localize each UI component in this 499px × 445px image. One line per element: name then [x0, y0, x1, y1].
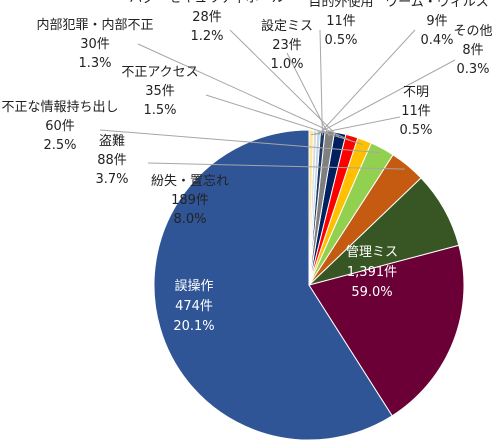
slice-label: 不明 11件 0.5% [399, 85, 432, 138]
slice-name: 不明 [403, 85, 429, 100]
slice-name: 盗難 [99, 133, 125, 149]
slice-count: 88件 [97, 153, 127, 168]
slice-label: 設定ミス 23件 1.0% [261, 18, 313, 72]
slice-count: 9件 [426, 14, 447, 29]
slice-name: 誤操作 [174, 278, 213, 294]
slice-count: 189件 [171, 193, 209, 208]
slice-label: バグ・セキュリティホール 28件 1.2% [129, 0, 284, 44]
leader-lines [99, 29, 456, 170]
slice-name: 設定ミス [261, 18, 313, 34]
slice-labels: 管理ミス 1,391件 59.0% 誤操作 474件 20.1% 紛失・置忘れ 189件 8.0… [1, 0, 492, 334]
slice-percent: 0.5% [324, 33, 357, 48]
leader-line [147, 162, 405, 170]
pie-slice [308, 244, 465, 417]
slice-label: 目的外使用 11件 0.5% [308, 0, 373, 48]
slice-name: 不正な情報持ち出し [1, 100, 118, 115]
leader-line [137, 43, 351, 141]
slice-percent: 1.0% [270, 57, 303, 72]
slice-count: 30件 [80, 37, 110, 52]
slice-count: 474件 [175, 299, 213, 314]
slice-count: 60件 [45, 119, 75, 134]
slice-percent: 0.4% [420, 33, 453, 48]
slice-percent: 1.5% [143, 103, 176, 118]
slice-percent: 1.3% [78, 56, 111, 71]
slice-name: 管理ミス [346, 245, 398, 260]
slice-percent: 59.0% [351, 285, 392, 300]
slice-count: 1,391件 [347, 265, 397, 280]
slice-count: 28件 [192, 10, 222, 25]
slice-label: ワーム・ウィルス 9件 0.4% [385, 0, 489, 48]
slice-name: 内部犯罪・内部不正 [36, 17, 153, 33]
leader-line [314, 59, 456, 136]
slice-name: ワーム・ウィルス [385, 0, 489, 10]
slice-count: 8件 [462, 43, 483, 58]
leader-line [99, 129, 381, 154]
slice-count: 23件 [272, 38, 302, 53]
leader-line [318, 29, 416, 136]
slice-percent: 1.2% [190, 29, 223, 44]
slice-name: 紛失・置忘れ [151, 174, 229, 189]
slice-count: 11件 [326, 14, 356, 29]
slice-name: 目的外使用 [308, 0, 373, 10]
slice-name: その他 [453, 24, 492, 39]
slice-label: 不正アクセス 35件 1.5% [121, 65, 198, 118]
slice-count: 35件 [145, 84, 175, 99]
pie-slice [153, 129, 393, 441]
slice-percent: 20.1% [173, 319, 214, 334]
slice-percent: 0.3% [456, 62, 489, 77]
slice-label: 紛失・置忘れ 189件 8.0% [151, 174, 229, 227]
slice-label: 盗難 88件 3.7% [95, 133, 128, 187]
slice-count: 11件 [401, 104, 431, 119]
leader-line [319, 29, 323, 136]
leader-line [311, 116, 401, 136]
pie-slices [153, 129, 465, 441]
slice-label: その他 8件 0.3% [453, 24, 492, 77]
slice-name: バグ・セキュリティホール [129, 0, 284, 6]
slice-label: 内部犯罪・内部不正 30件 1.3% [36, 17, 153, 71]
slice-percent: 2.5% [43, 138, 76, 153]
slice-label: 誤操作 474件 20.1% [173, 278, 214, 334]
slice-percent: 3.7% [95, 172, 128, 187]
slice-percent: 8.0% [173, 212, 206, 227]
slice-label: 管理ミス 1,391件 59.0% [346, 245, 398, 300]
pie-slice [308, 129, 315, 286]
slice-name: 不正アクセス [121, 65, 198, 80]
slice-label: 不正な情報持ち出し 60件 2.5% [1, 100, 118, 153]
slice-percent: 0.5% [399, 123, 432, 138]
leader-line [205, 94, 364, 146]
